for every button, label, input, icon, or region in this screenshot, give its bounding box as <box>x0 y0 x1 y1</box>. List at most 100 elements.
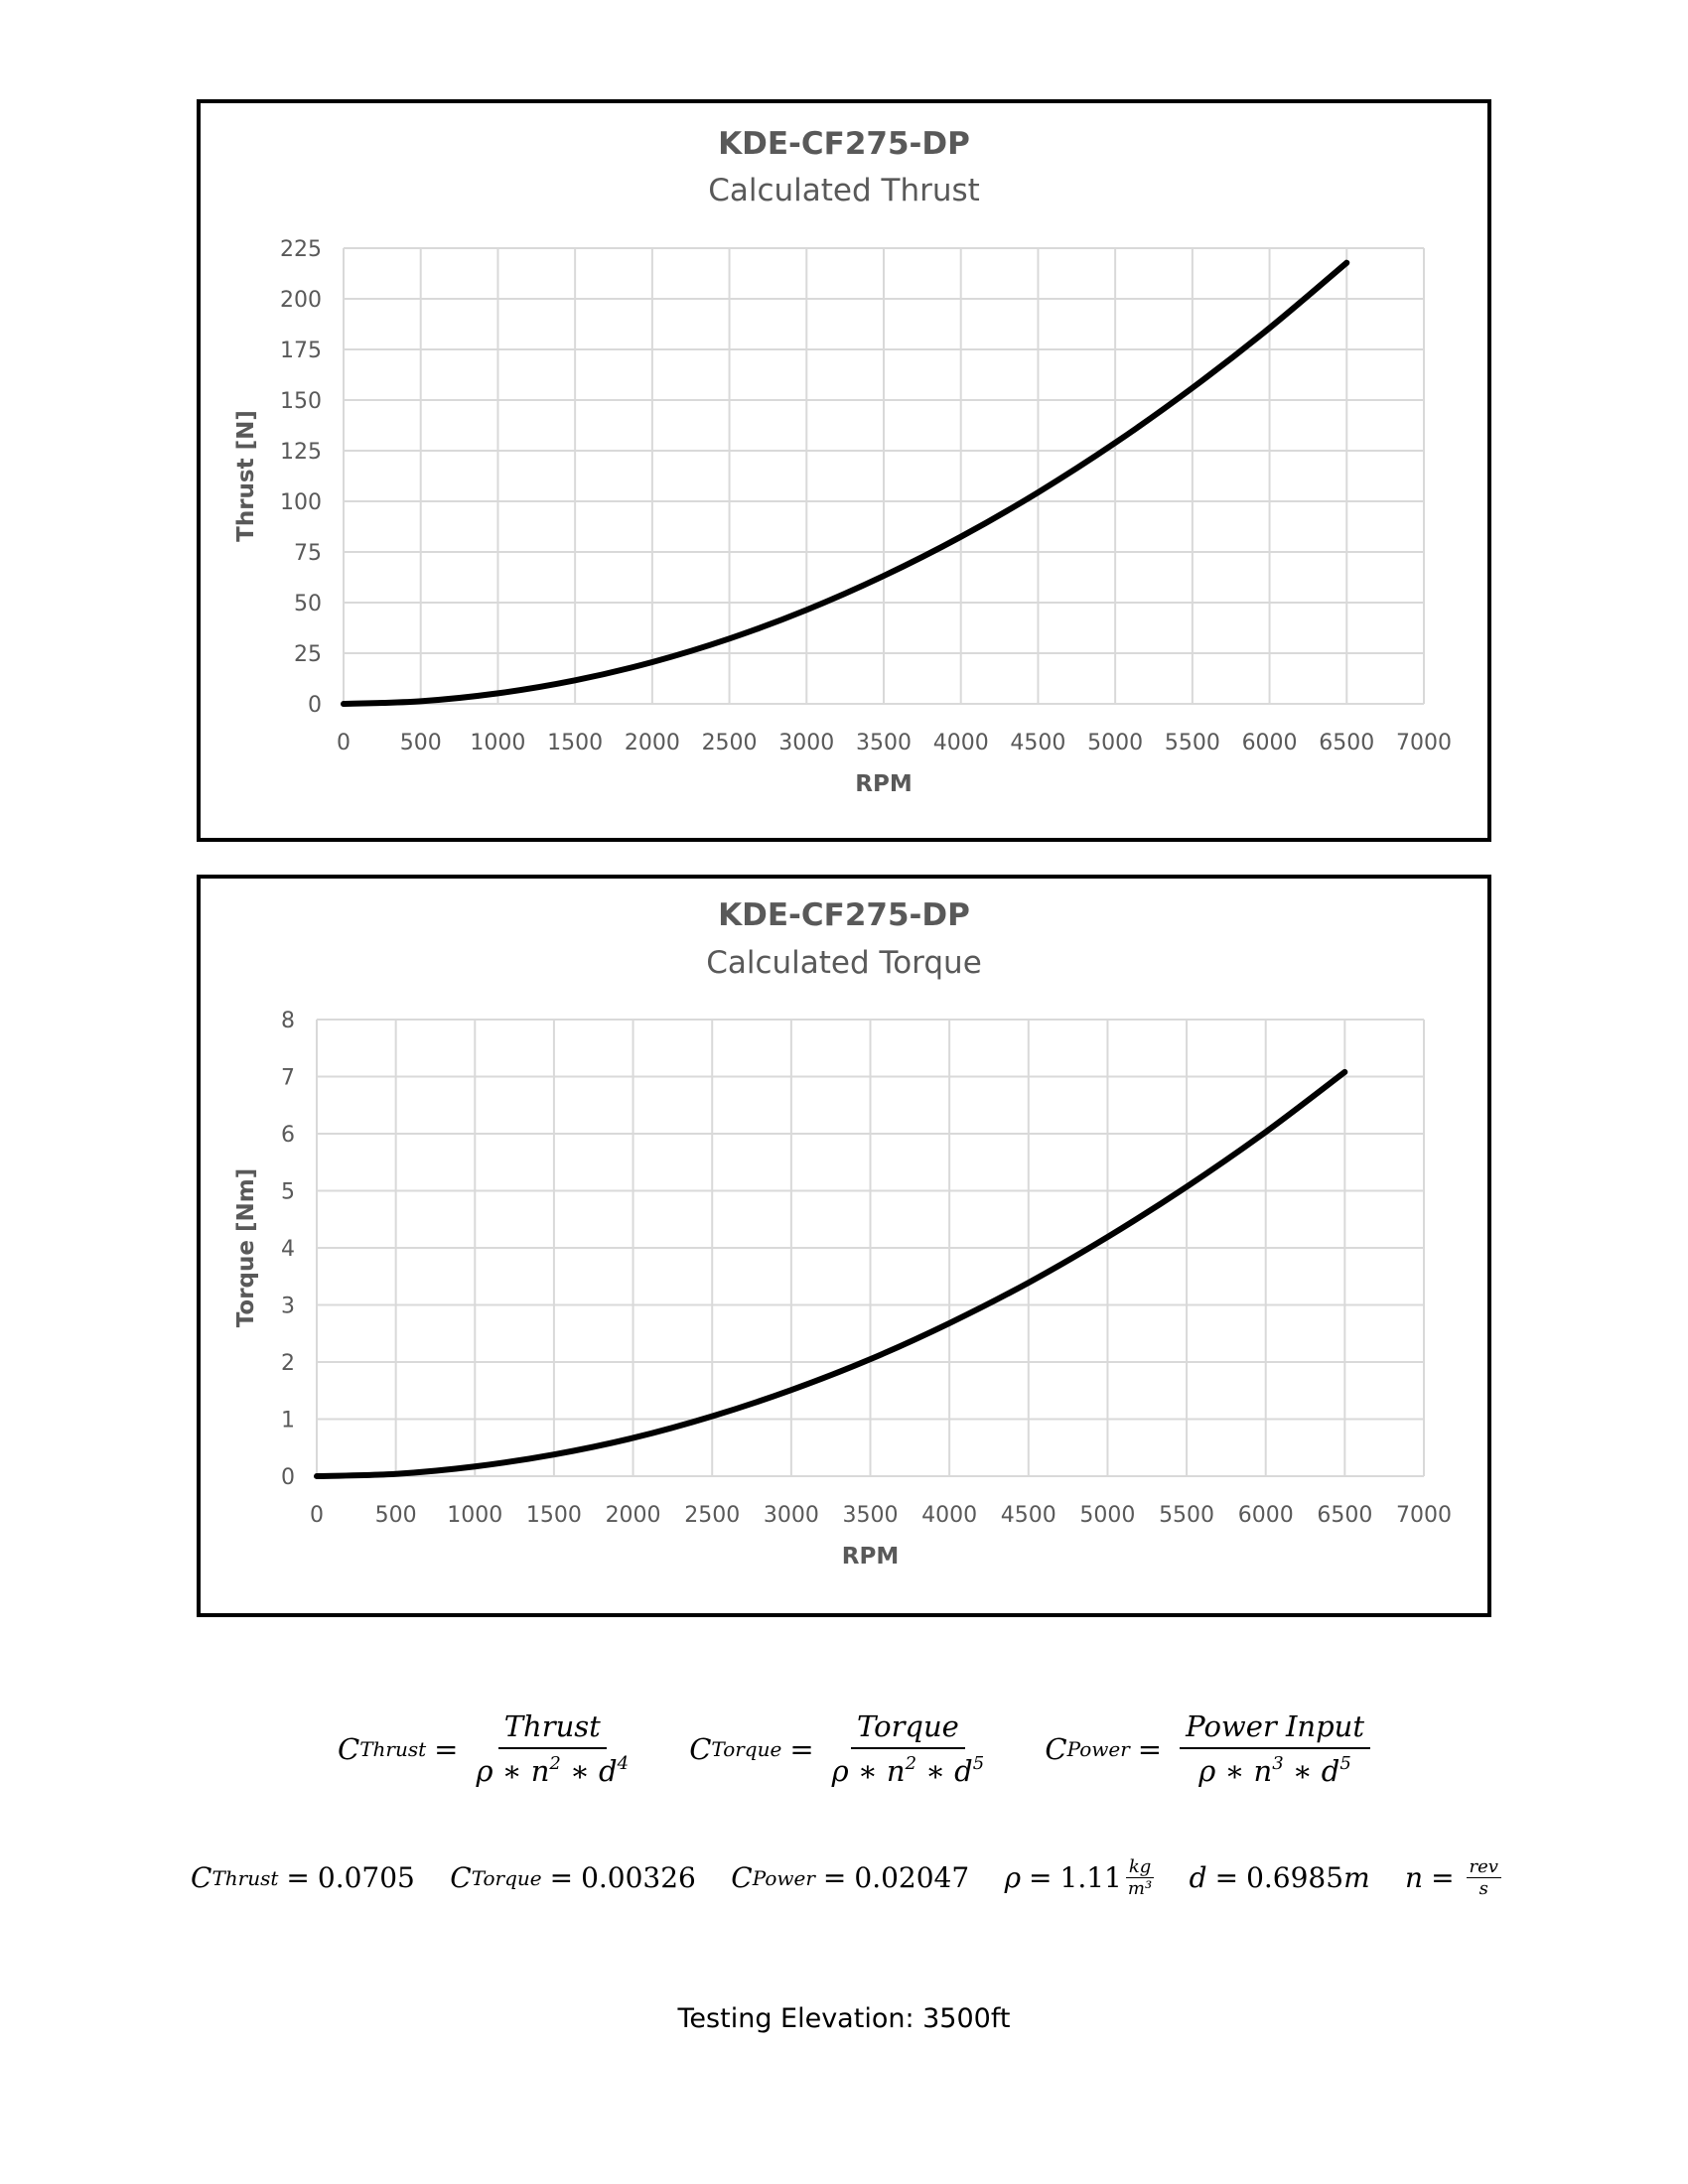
thrust-x-tick-label: 3500 <box>856 731 912 755</box>
torque-y-tick-label: 4 <box>281 1237 295 1262</box>
operator: ∗ <box>570 1754 590 1788</box>
torque-x-tick-label: 3000 <box>764 1503 819 1528</box>
d-exponent: 4 <box>617 1753 630 1774</box>
n-symbol: n <box>1253 1754 1273 1788</box>
formula-denominator: ρ ∗ n2 ∗ d5 <box>832 1749 985 1788</box>
rho-symbol: ρ <box>831 1754 849 1788</box>
unit-numerator: rev <box>1466 1856 1501 1878</box>
c-torque-value: C Torque = 0.00326 <box>450 1861 696 1894</box>
torque-x-tick-label: 500 <box>375 1503 417 1528</box>
formula-symbol: C <box>1045 1731 1067 1766</box>
torque-x-tick-label: 7000 <box>1396 1503 1452 1528</box>
formula-subscript: Thrust <box>359 1736 427 1761</box>
unit-denominator: s <box>1478 1878 1488 1899</box>
power-coefficient-formula: C Power = Power Input ρ ∗ n3 ∗ d5 <box>1045 1709 1370 1788</box>
formula-subscript: Torque <box>711 1736 782 1761</box>
torque-x-tick-label: 5500 <box>1159 1503 1214 1528</box>
const-unit: m <box>1343 1861 1370 1894</box>
torque-y-tick-label: 2 <box>281 1351 295 1376</box>
density-unit: kg m³ <box>1125 1856 1155 1899</box>
testing-elevation-note: Testing Elevation: 3500ft <box>677 2003 1011 2034</box>
n-symbol: n <box>530 1754 550 1788</box>
thrust-x-tick-label: 2000 <box>625 731 680 755</box>
d-symbol: d <box>1321 1754 1340 1788</box>
n-symbol: n <box>886 1754 906 1788</box>
formula-subscript: Power <box>1066 1736 1130 1761</box>
const-value: 0.6985 <box>1246 1861 1344 1894</box>
thrust-x-tick-label: 1000 <box>470 731 525 755</box>
n-exponent: 2 <box>549 1753 561 1774</box>
const-symbol: C <box>450 1861 472 1894</box>
const-subscript: Thrust <box>211 1865 279 1890</box>
d-symbol: d <box>599 1754 618 1788</box>
const-value: 0.0705 <box>317 1861 415 1894</box>
formula-symbol: C <box>689 1731 712 1766</box>
torque-y-tick-label: 3 <box>281 1295 295 1319</box>
thrust-y-tick-label: 125 <box>280 440 322 465</box>
operator: ∗ <box>1292 1754 1313 1788</box>
thrust-y-tick-label: 100 <box>280 490 322 515</box>
torque-y-tick-label: 0 <box>281 1465 295 1490</box>
torque-x-tick-label: 0 <box>310 1503 324 1528</box>
c-thrust-value: C Thrust = 0.0705 <box>191 1861 415 1894</box>
unit-numerator: kg <box>1125 1856 1155 1878</box>
equals-sign: = <box>434 1731 459 1766</box>
equals-sign: = <box>789 1731 814 1766</box>
thrust-coefficient-formula: C Thrust = Thrust ρ ∗ n2 ∗ d4 <box>338 1709 629 1788</box>
torque-chart-frame <box>197 875 1491 1617</box>
torque-x-tick-label: 4000 <box>921 1503 977 1528</box>
operator: ∗ <box>857 1754 878 1788</box>
const-value: 0.02047 <box>854 1861 970 1894</box>
torque-x-tick-label: 6000 <box>1238 1503 1294 1528</box>
torque-coefficient-formula: C Torque = Torque ρ ∗ n2 ∗ d5 <box>689 1709 984 1788</box>
thrust-x-tick-label: 6500 <box>1319 731 1374 755</box>
thrust-x-tick-label: 4500 <box>1010 731 1065 755</box>
formula-symbol: C <box>338 1731 360 1766</box>
torque-y-tick-label: 8 <box>281 1009 295 1033</box>
torque-x-tick-label: 1500 <box>526 1503 582 1528</box>
torque-x-tick-label: 3500 <box>843 1503 899 1528</box>
torque-x-tick-label: 2000 <box>606 1503 661 1528</box>
d-exponent: 5 <box>972 1753 985 1774</box>
const-subscript: Torque <box>471 1865 542 1890</box>
formula-fraction: Torque ρ ∗ n2 ∗ d5 <box>832 1709 985 1788</box>
rho-symbol: ρ <box>476 1754 493 1788</box>
const-value: 1.11 <box>1059 1861 1122 1894</box>
thrust-x-tick-label: 1500 <box>547 731 603 755</box>
thrust-x-tick-label: 500 <box>400 731 442 755</box>
torque-x-tick-label: 4500 <box>1001 1503 1056 1528</box>
unit-denominator: m³ <box>1127 1878 1153 1899</box>
torque-x-tick-label: 2500 <box>684 1503 740 1528</box>
const-symbol: C <box>731 1861 753 1894</box>
const-value: 0.00326 <box>581 1861 696 1894</box>
torque-y-tick-label: 5 <box>281 1180 295 1205</box>
equals-sign: = <box>1137 1731 1163 1766</box>
thrust-series-line <box>341 259 1350 707</box>
thrust-x-axis-label: RPM <box>855 771 912 797</box>
thrust-y-tick-label: 25 <box>294 642 322 667</box>
const-symbol: C <box>191 1861 212 1894</box>
thrust-x-tick-label: 5500 <box>1165 731 1220 755</box>
diameter-value: d = 0.6985 m <box>1189 1861 1370 1894</box>
torque-chart-title: KDE-CF275-DP <box>718 897 970 933</box>
rho-symbol: ρ <box>1198 1754 1216 1788</box>
d-exponent: 5 <box>1339 1753 1351 1774</box>
thrust-y-tick-label: 200 <box>280 288 322 313</box>
c-power-value: C Power = 0.02047 <box>731 1861 970 1894</box>
torque-series-line <box>314 1068 1348 1479</box>
thrust-y-tick-label: 150 <box>280 389 322 414</box>
operator: ∗ <box>1224 1754 1245 1788</box>
thrust-x-tick-label: 4000 <box>933 731 989 755</box>
torque-chart-subtitle: Calculated Torque <box>706 945 982 981</box>
n-exponent: 2 <box>905 1753 917 1774</box>
constants-row: C Thrust = 0.0705 C Torque = 0.00326 C Power = 0.… <box>191 1856 1501 1899</box>
thrust-chart-title: KDE-CF275-DP <box>718 126 970 162</box>
const-symbol: d <box>1189 1861 1207 1894</box>
rate-unit: rev s <box>1466 1856 1501 1899</box>
thrust-y-tick-label: 175 <box>280 339 322 363</box>
formula-denominator: ρ ∗ n3 ∗ d5 <box>1198 1749 1351 1788</box>
thrust-x-tick-label: 3000 <box>778 731 834 755</box>
thrust-x-tick-label: 0 <box>337 731 351 755</box>
const-symbol: n <box>1405 1861 1424 1894</box>
